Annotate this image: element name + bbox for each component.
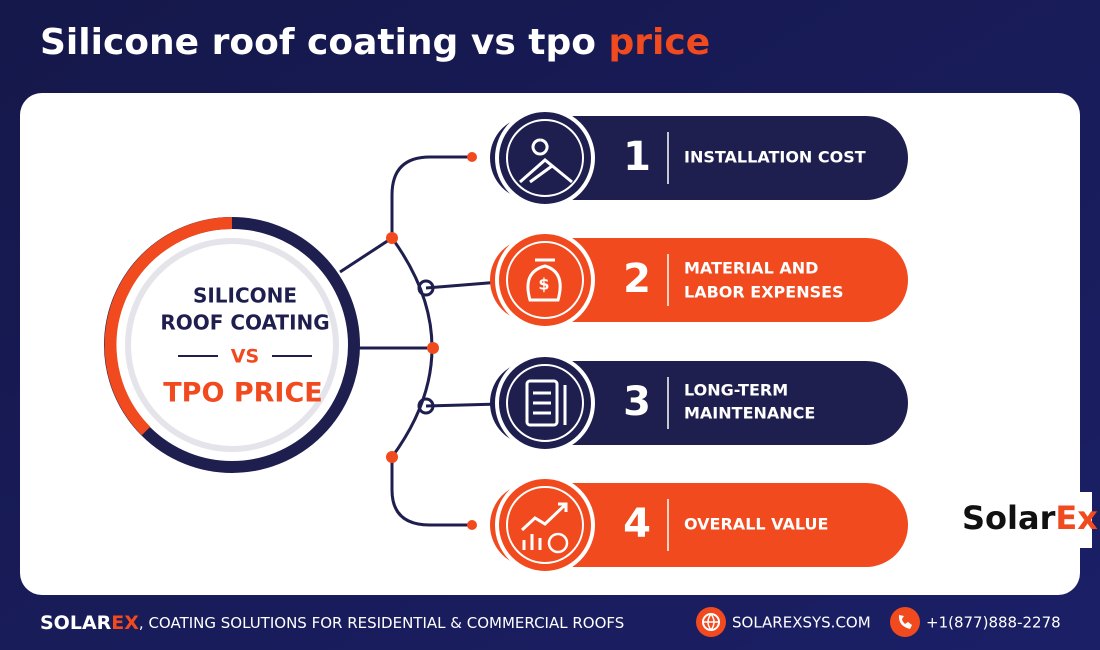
svg-text:$: $	[538, 275, 549, 294]
logo-box	[952, 492, 1092, 548]
item-label: LABOR EXPENSES	[684, 283, 844, 302]
item-label: MAINTENANCE	[684, 404, 815, 423]
page-title: Silicone roof coating vs tpo price	[40, 22, 710, 63]
item: 4 OVERALL VALUE	[490, 475, 908, 575]
item-label: MATERIAL AND	[684, 259, 818, 278]
logo-solar: Solar	[962, 499, 1056, 537]
item-number: 1	[623, 134, 651, 180]
item-number: 3	[623, 379, 651, 425]
title-main: Silicone roof coating vs tpo	[40, 22, 609, 63]
hub-line: SILICONE	[193, 284, 297, 308]
logo-ex: Ex	[1055, 499, 1098, 537]
item-label: INSTALLATION COST	[684, 148, 866, 167]
card	[20, 93, 1080, 595]
item: 3 LONG-TERM MAINTENANCE	[490, 353, 908, 453]
item: $ 2 MATERIAL AND LABOR EXPENSES	[490, 230, 908, 330]
footer-tagline: SOLAREX, COATING SOLUTIONS FOR RESIDENTI…	[40, 612, 624, 634]
phone-icon	[890, 607, 920, 637]
tagline: , COATING SOLUTIONS FOR RESIDENTIAL & CO…	[139, 614, 624, 632]
hub-line: ROOF COATING	[160, 311, 329, 335]
item-number: 2	[623, 256, 651, 302]
hub: SILICONE ROOF COATING VS TPO PRICE	[104, 217, 360, 473]
item: 1 INSTALLATION COST	[490, 108, 908, 208]
phone: +1(877)888-2278	[926, 614, 1061, 632]
hub-vs: VS	[231, 346, 259, 368]
website: SOLAREXSYS.COM	[732, 614, 871, 632]
item-label: OVERALL VALUE	[684, 515, 828, 534]
item-number: 4	[623, 501, 651, 547]
item-label: LONG-TERM	[684, 381, 788, 400]
logo: SolarEx	[962, 499, 1098, 537]
brand-a: SOLAR	[40, 612, 112, 634]
brand-b: EX	[111, 612, 139, 634]
hub-accent: TPO PRICE	[163, 378, 322, 409]
title-accent: price	[609, 22, 711, 63]
connectors	[339, 152, 501, 530]
